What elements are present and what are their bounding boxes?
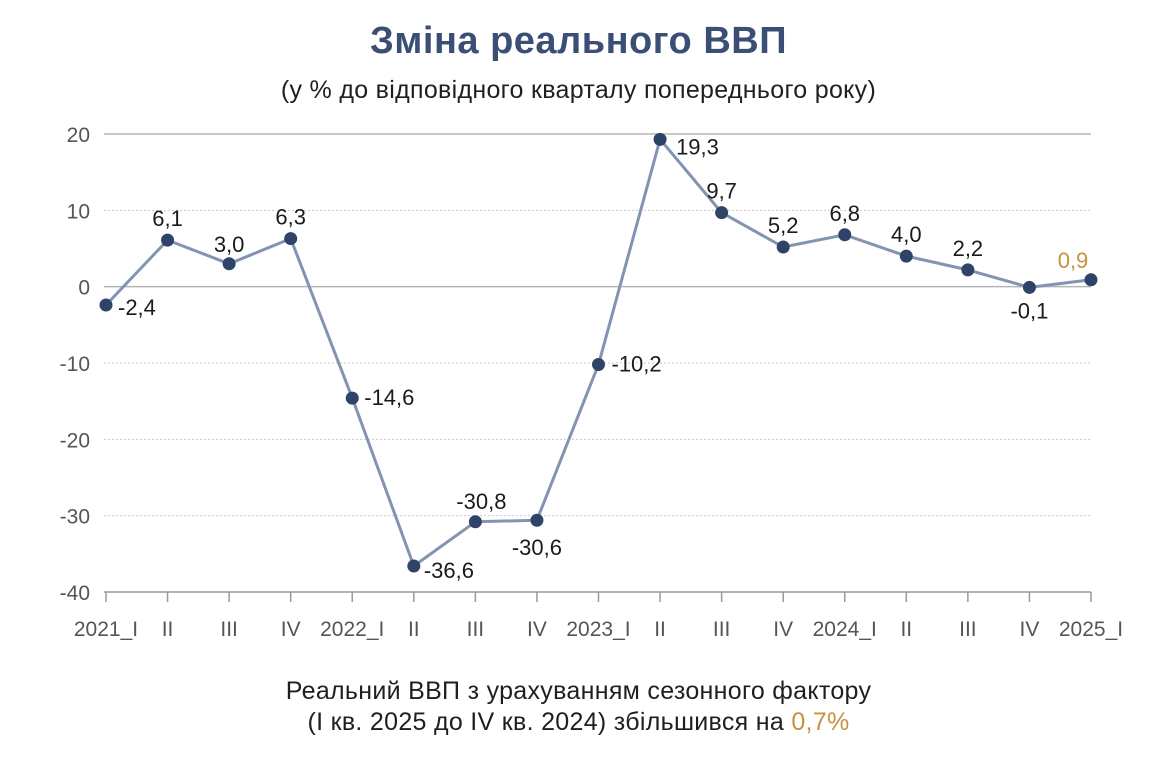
data-point <box>1022 280 1036 294</box>
data-point <box>161 233 175 247</box>
data-label: 4,0 <box>891 222 922 247</box>
data-label: 6,8 <box>829 201 860 226</box>
data-label: -30,6 <box>512 535 562 560</box>
data-point <box>776 240 790 254</box>
data-point <box>899 249 913 263</box>
data-point <box>99 298 113 312</box>
chart-subtitle: (у % до відповідного кварталу попередньо… <box>280 76 877 104</box>
data-point <box>407 559 421 573</box>
y-tick-label: 20 <box>67 124 90 147</box>
x-tick-label: II <box>900 618 912 641</box>
x-tick-label: II <box>654 618 666 641</box>
data-point <box>1084 273 1098 287</box>
data-label: 6,3 <box>275 205 306 230</box>
data-point <box>961 263 975 277</box>
footnote-line-2-text: (I кв. 2025 до IV кв. 2024) збільшився н… <box>307 708 792 736</box>
data-label: -36,6 <box>424 558 474 583</box>
footnote-line-2: (I кв. 2025 до IV кв. 2024) збільшився н… <box>0 707 1157 738</box>
x-tick-label: IV <box>281 618 301 641</box>
data-label: 9,7 <box>706 179 737 204</box>
data-point <box>592 358 605 372</box>
data-point <box>345 391 359 405</box>
footnote: Реальний ВВП з урахуванням сезонного фак… <box>0 676 1157 738</box>
data-label: 5,2 <box>768 213 799 238</box>
x-tick-label: 2024_I <box>813 618 877 641</box>
data-point <box>468 515 482 529</box>
x-tick-label: IV <box>1020 618 1040 641</box>
footnote-value: 0,7% <box>791 708 850 736</box>
data-label: 6,1 <box>152 206 183 231</box>
data-point <box>838 228 852 242</box>
data-point <box>715 206 729 220</box>
y-tick-label: -20 <box>60 429 90 452</box>
x-tick-label: II <box>408 618 420 641</box>
y-tick-label: -40 <box>60 582 90 605</box>
footnote-line-1: Реальний ВВП з урахуванням сезонного фак… <box>285 677 872 705</box>
data-label: 3,0 <box>214 232 245 257</box>
series-line <box>104 137 1092 568</box>
x-tick-label: II <box>162 618 174 641</box>
data-label: 0,9 <box>1058 248 1089 273</box>
y-tick-label: 0 <box>78 277 90 300</box>
data-point <box>284 232 298 246</box>
data-point <box>222 257 236 271</box>
y-tick-label: -30 <box>60 506 90 529</box>
data-label: -30,8 <box>456 489 506 514</box>
data-label: -10,2 <box>612 352 662 377</box>
data-point <box>530 513 544 527</box>
x-tick-label: IV <box>773 618 793 641</box>
x-tick-label: III <box>713 618 731 641</box>
x-tick-label: IV <box>527 618 547 641</box>
x-tick-label: 2025_I <box>1059 618 1123 641</box>
x-tick-label: 2023_I <box>566 618 630 641</box>
data-label: -14,6 <box>364 385 414 410</box>
y-tick-label: -10 <box>60 353 90 376</box>
y-tick-label: 10 <box>67 200 90 223</box>
data-label: -2,4 <box>118 295 156 320</box>
data-label: -0,1 <box>1010 298 1048 323</box>
x-tick-label: III <box>467 618 485 641</box>
x-tick-label: III <box>220 618 238 641</box>
x-tick-label: III <box>959 618 977 641</box>
chart-title: Зміна реального ВВП <box>369 20 788 62</box>
x-tick-label: 2022_I <box>320 618 384 641</box>
data-point <box>653 132 667 146</box>
x-tick-label: 2021_I <box>74 618 138 641</box>
data-label: 2,2 <box>953 236 984 261</box>
data-label: 19,3 <box>676 134 719 159</box>
